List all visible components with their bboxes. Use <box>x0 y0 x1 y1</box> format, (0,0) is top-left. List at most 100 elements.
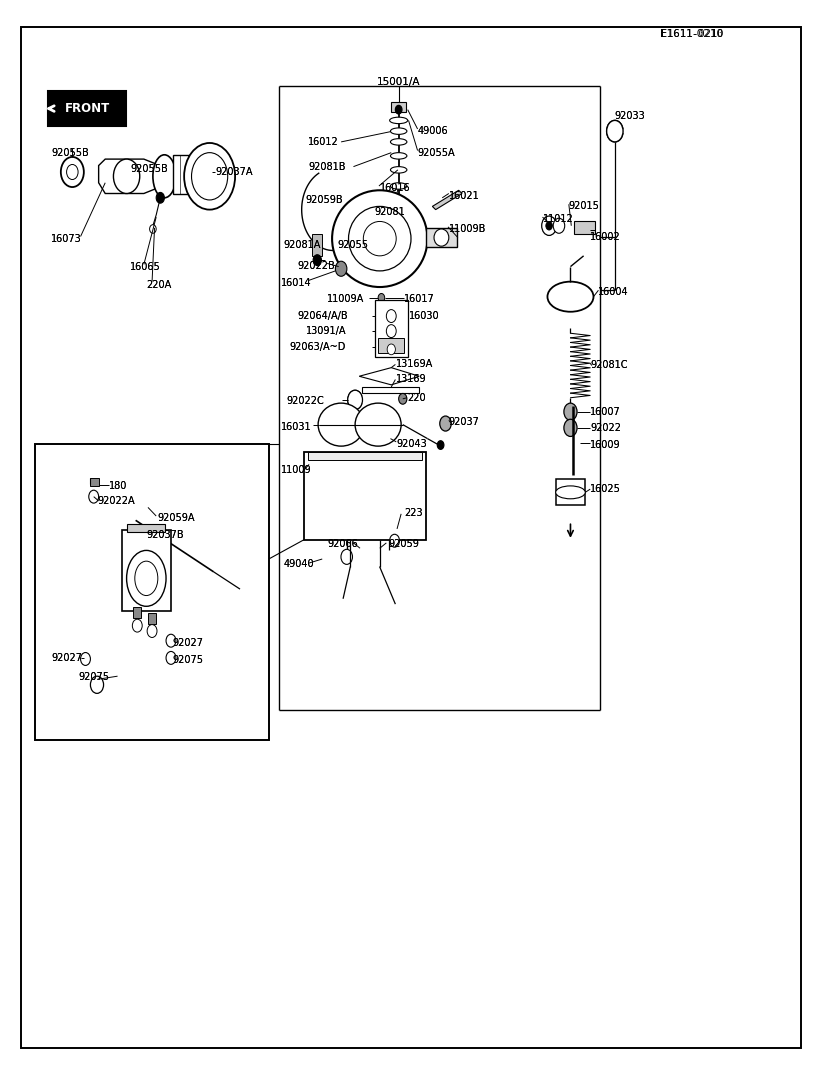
Circle shape <box>553 218 565 233</box>
Circle shape <box>378 293 385 302</box>
Bar <box>122 530 171 611</box>
Ellipse shape <box>390 128 407 134</box>
Text: 11009B: 11009B <box>449 224 486 234</box>
Text: 92055: 92055 <box>337 240 368 250</box>
Text: 16016: 16016 <box>380 183 410 193</box>
Text: 15001/A: 15001/A <box>377 76 420 87</box>
Text: 49040: 49040 <box>284 559 314 570</box>
Bar <box>312 234 322 256</box>
Text: 92022A: 92022A <box>97 496 135 506</box>
Text: 11009B: 11009B <box>449 224 486 234</box>
Bar <box>133 607 141 618</box>
Text: 11009A: 11009A <box>327 293 364 304</box>
Bar <box>148 613 156 624</box>
Circle shape <box>313 255 321 266</box>
Text: 92015: 92015 <box>569 201 600 212</box>
Text: 92022A: 92022A <box>97 496 135 506</box>
Ellipse shape <box>390 167 407 173</box>
Text: 92022B: 92022B <box>298 260 335 271</box>
Text: 13169A: 13169A <box>396 359 433 370</box>
Ellipse shape <box>547 282 593 312</box>
Text: 92027: 92027 <box>173 637 204 648</box>
Text: 16016: 16016 <box>380 183 410 193</box>
Circle shape <box>192 153 228 200</box>
Text: 16030: 16030 <box>409 311 440 321</box>
Bar <box>426 228 457 247</box>
Text: 220A: 220A <box>146 280 172 290</box>
Text: 92081C: 92081C <box>590 360 628 371</box>
Text: 49006: 49006 <box>418 126 448 137</box>
Text: 92059: 92059 <box>388 539 419 549</box>
Text: 220: 220 <box>408 392 427 403</box>
Polygon shape <box>359 368 419 385</box>
Bar <box>378 338 404 353</box>
Circle shape <box>546 221 552 230</box>
Text: 92064/A/B: 92064/A/B <box>298 311 349 321</box>
Text: 92027: 92027 <box>51 653 82 663</box>
Text: 92037A: 92037A <box>215 167 253 177</box>
Text: 92027: 92027 <box>51 653 82 663</box>
Text: 92081A: 92081A <box>284 240 321 250</box>
Text: 16004: 16004 <box>598 287 629 298</box>
Text: 92059B: 92059B <box>306 195 344 205</box>
Text: 11009: 11009 <box>281 464 312 475</box>
Circle shape <box>395 105 402 114</box>
Ellipse shape <box>556 486 585 499</box>
Text: 92037: 92037 <box>449 417 480 428</box>
Polygon shape <box>362 387 419 393</box>
Bar <box>556 479 585 505</box>
Text: E1611-0210: E1611-0210 <box>661 29 723 40</box>
Ellipse shape <box>332 190 427 287</box>
Ellipse shape <box>135 561 158 596</box>
Text: 220: 220 <box>408 392 427 403</box>
Text: 92081B: 92081B <box>308 161 346 172</box>
Text: 16073: 16073 <box>51 233 81 244</box>
Text: 92037B: 92037B <box>146 530 184 541</box>
Text: 92037: 92037 <box>449 417 480 428</box>
Bar <box>173 155 226 194</box>
Ellipse shape <box>434 229 449 246</box>
Text: 16031: 16031 <box>281 421 312 432</box>
Text: 49006: 49006 <box>418 126 448 137</box>
Text: 92015: 92015 <box>569 201 600 212</box>
Text: 11009: 11009 <box>281 464 312 475</box>
Text: 180: 180 <box>109 481 127 491</box>
Circle shape <box>564 419 577 436</box>
Circle shape <box>184 143 235 210</box>
Text: 13091/A: 13091/A <box>306 326 346 336</box>
Text: 92037B: 92037B <box>146 530 184 541</box>
Text: 11012: 11012 <box>543 214 573 225</box>
Bar <box>391 102 406 112</box>
Text: 92055B: 92055B <box>51 147 89 158</box>
Text: 92081: 92081 <box>374 206 404 217</box>
Circle shape <box>81 653 90 665</box>
Text: 16065: 16065 <box>130 261 160 272</box>
Circle shape <box>390 534 399 547</box>
Circle shape <box>542 216 556 235</box>
Circle shape <box>61 157 84 187</box>
Text: 92081A: 92081A <box>284 240 321 250</box>
Text: 92075: 92075 <box>78 672 109 683</box>
Text: 16025: 16025 <box>590 484 621 494</box>
Text: 16073: 16073 <box>51 233 81 244</box>
Circle shape <box>89 490 99 503</box>
Polygon shape <box>432 190 462 210</box>
Text: 92081: 92081 <box>374 206 404 217</box>
Text: 16007: 16007 <box>590 406 621 417</box>
Text: 92037A: 92037A <box>215 167 253 177</box>
Circle shape <box>166 634 176 647</box>
Text: 92055B: 92055B <box>130 163 168 174</box>
Text: 92066: 92066 <box>327 539 358 549</box>
Text: 92022C: 92022C <box>286 396 324 406</box>
Circle shape <box>67 164 78 180</box>
Text: 92022: 92022 <box>590 422 621 433</box>
Bar <box>90 478 99 486</box>
Text: 11009A: 11009A <box>327 293 364 304</box>
Ellipse shape <box>318 403 364 446</box>
Text: 13169A: 13169A <box>396 359 433 370</box>
Text: 92055B: 92055B <box>130 163 168 174</box>
Circle shape <box>440 416 451 431</box>
Text: 220A: 220A <box>146 280 172 290</box>
Bar <box>127 524 165 532</box>
Text: 16017: 16017 <box>404 293 435 304</box>
